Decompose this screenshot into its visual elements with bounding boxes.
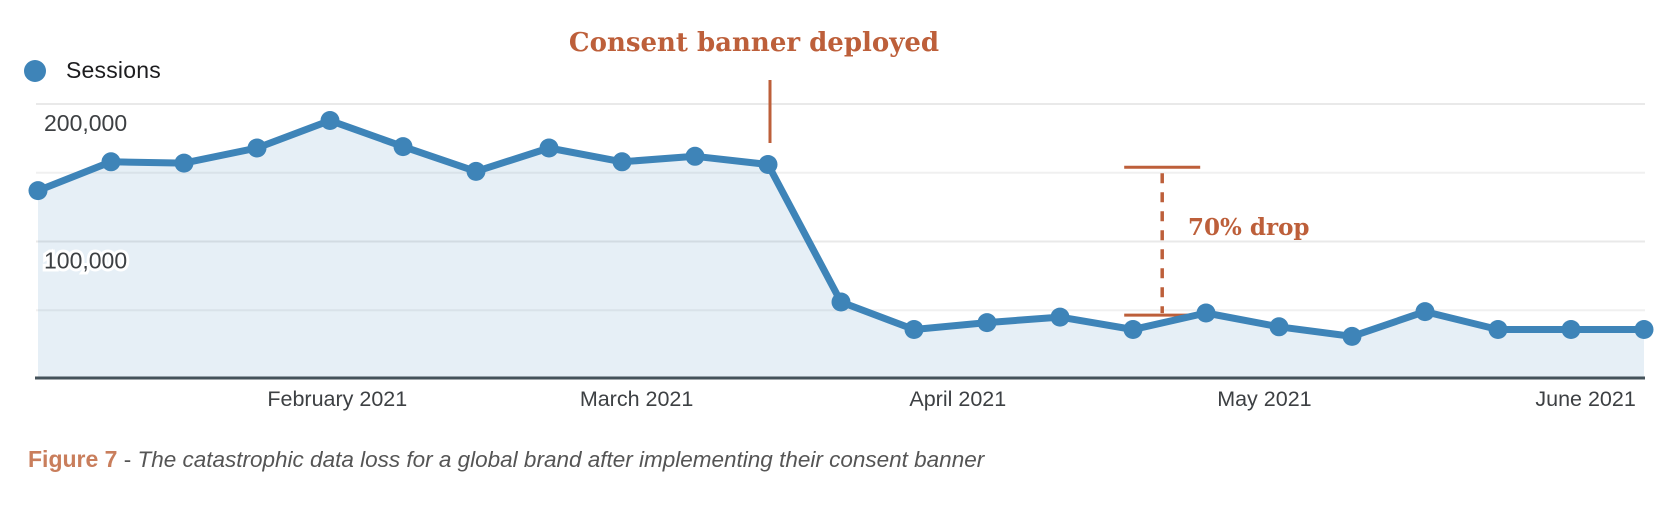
annotation-consent-banner-label: Consent banner deployed <box>568 28 940 58</box>
annotation-drop-label: 70% drop <box>1188 214 1310 241</box>
figure-caption-separator: - <box>117 447 138 472</box>
sessions-line-chart: 200,000 100,000 February 2021 March 2021 Apr… <box>28 80 1654 411</box>
figure-caption-number: Figure 7 <box>28 446 118 472</box>
legend-sessions-label: Sessions <box>66 57 161 83</box>
legend-sessions-dot-icon <box>24 59 46 82</box>
svg-text:February 2021: February 2021 <box>267 387 407 411</box>
figure-caption-text: The catastrophic data loss for a global … <box>137 447 985 472</box>
svg-text:200,000: 200,000 <box>44 110 127 136</box>
svg-text:April 2021: April 2021 <box>909 387 1006 411</box>
svg-text:June 2021: June 2021 <box>1535 387 1635 411</box>
figure-caption: Figure 7 - The catastrophic data loss fo… <box>28 446 1328 473</box>
chart-legend: Sessions <box>24 57 161 84</box>
svg-text:May 2021: May 2021 <box>1217 387 1311 411</box>
svg-text:100,000: 100,000 <box>44 248 127 274</box>
svg-text:March 2021: March 2021 <box>580 387 694 411</box>
